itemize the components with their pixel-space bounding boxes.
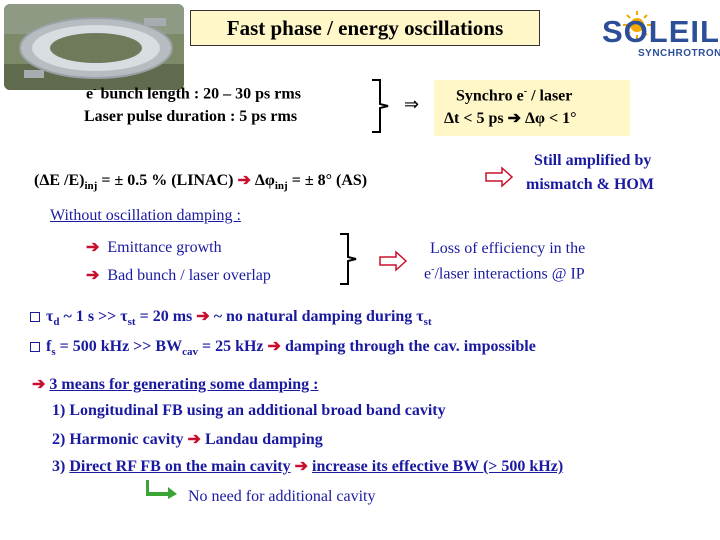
laser-duration-text: Laser pulse duration : 5 ps rms (84, 108, 298, 125)
means-item-3: 3) Direct RF FB on the main cavity ➔ inc… (52, 458, 564, 475)
implies-icon: ⇒ (404, 94, 420, 114)
bullet-arrow-icon: ➔ (86, 239, 100, 256)
bullet-overlap: ➔ Bad bunch / laser overlap (86, 267, 271, 284)
without-damping-header: Without oscillation damping : (50, 207, 241, 224)
means-item-1: 1) Longitudinal FB using an additional b… (52, 402, 446, 419)
elbow-arrow-icon (146, 480, 177, 499)
outline-arrow-icon (379, 250, 408, 272)
arrow-icon: ➔ (32, 376, 46, 393)
synchrotron-photo (4, 4, 184, 90)
means-header: ➔ 3 means for generating some damping : (32, 376, 319, 393)
means-item-2: 2) Harmonic cavity ➔ Landau damping (52, 431, 323, 448)
bullet-arrow-icon: ➔ (86, 267, 100, 284)
synchro-panel: Synchro e- / laser Δt < 5 ps ➔ Δφ < 1° (434, 80, 630, 136)
checkbox-bullet-icon (30, 342, 40, 352)
outline-arrow-icon (485, 166, 514, 188)
q-item-damping-time: τd ~ 1 s >> τst = 20 ms ➔ ~ no natural d… (30, 306, 432, 328)
loss-line2: e-/laser interactions @ IP (424, 264, 585, 283)
amplified-line1: Still amplified by (534, 152, 652, 169)
logo-wordmark: SOLEIL (602, 14, 720, 49)
soleil-logo: SOLEIL SYNCHROTRON (596, 11, 720, 59)
loss-line1: Loss of efficiency in the (430, 240, 586, 257)
energy-spread-text: (ΔE /E)inj = ± 0.5 % (LINAC) ➔ Δφinj = ±… (34, 172, 368, 193)
logo-subtitle: SYNCHROTRON (638, 48, 720, 59)
amplified-line2: mismatch & HOM (526, 176, 654, 193)
bullet-emittance: ➔ Emittance growth (86, 239, 222, 256)
right-brace-icon (372, 79, 389, 133)
page-title: Fast phase / energy oscillations (190, 10, 540, 46)
q-item-frequency: fs = 500 kHz >> BWcav = 25 kHz ➔ damping… (30, 336, 536, 358)
right-brace-icon (340, 233, 357, 285)
synchro-line1: Synchro e- / laser (456, 86, 573, 105)
sun-icon (623, 11, 651, 39)
no-cavity-note: No need for additional cavity (188, 488, 376, 505)
bunch-length-text: e- bunch length : 20 – 30 ps rms (86, 84, 301, 103)
checkbox-bullet-icon (30, 312, 40, 322)
synchro-line2: Δt < 5 ps ➔ Δφ < 1° (444, 110, 577, 127)
